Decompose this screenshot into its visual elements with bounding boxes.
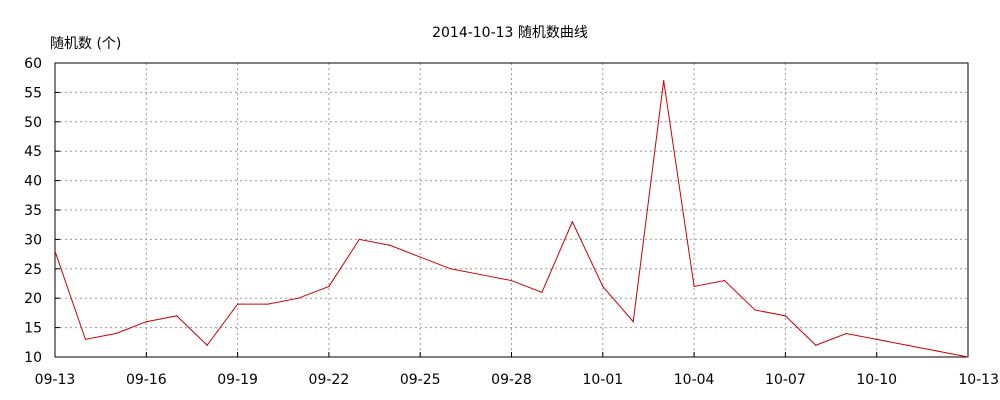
y-tick-label: 55 [24,85,42,101]
data-point [936,350,939,352]
y-axis-label: 随机数 (个) [50,36,121,52]
data-point [84,338,87,340]
x-tick-label: 09-28 [491,372,532,388]
data-point [54,250,56,252]
y-tick-label: 60 [24,56,42,72]
x-tick-label: 09-19 [217,372,258,388]
data-point [206,344,208,346]
x-axis: 09-13 09-16 09-19 09-22 09-25 09-28 10-01 10-04… [35,352,999,388]
data-point [876,338,878,340]
data-point [480,274,482,276]
data-point [571,221,573,223]
x-tick-label: 09-25 [400,372,441,388]
x-tick-label: 09-16 [126,372,167,388]
data-point [754,309,756,311]
y-tick-label: 25 [24,262,42,278]
y-tick-label: 10 [24,350,42,366]
x-tick-label: 10-01 [582,372,623,388]
y-tick-label: 20 [24,291,42,307]
x-tick-label: 10-07 [765,372,806,388]
data-point [815,344,817,346]
x-tick-label: 09-22 [309,372,350,388]
data-point [602,285,604,288]
data-point [267,303,269,305]
data-point [510,279,513,282]
x-tick-label: 10-10 [856,372,897,388]
data-point [632,321,634,323]
x-tick-label: 10-04 [674,372,715,388]
data-point [115,332,117,335]
data-point [389,244,391,246]
x-tick-label: 10-13 [958,372,999,388]
chart-title: 2014-10-13 随机数曲线 [432,25,588,41]
y-tick-label: 45 [24,144,42,160]
data-point [663,80,665,82]
data-point [693,285,695,288]
data-point [541,291,543,293]
y-tick-label: 35 [24,203,42,219]
data-point [845,332,847,335]
y-tick-label: 50 [24,115,42,131]
data-point [784,315,787,317]
y-tick-label: 15 [24,321,42,337]
data-point [419,256,421,258]
grid [55,63,968,357]
y-tick-label: 40 [24,174,42,190]
y-tick-label: 30 [24,232,42,248]
data-point [328,285,330,288]
data-point [723,279,726,282]
data-point [297,297,300,299]
data-point [176,315,178,317]
data-point [450,268,452,270]
data-point [967,356,969,358]
data-point [237,303,239,305]
y-axis: 10 15 20 25 30 35 40 45 50 55 60 [24,56,60,366]
data-point [906,344,908,346]
data-point [145,321,147,323]
data-point [358,238,360,240]
x-tick-label: 09-13 [35,372,76,388]
